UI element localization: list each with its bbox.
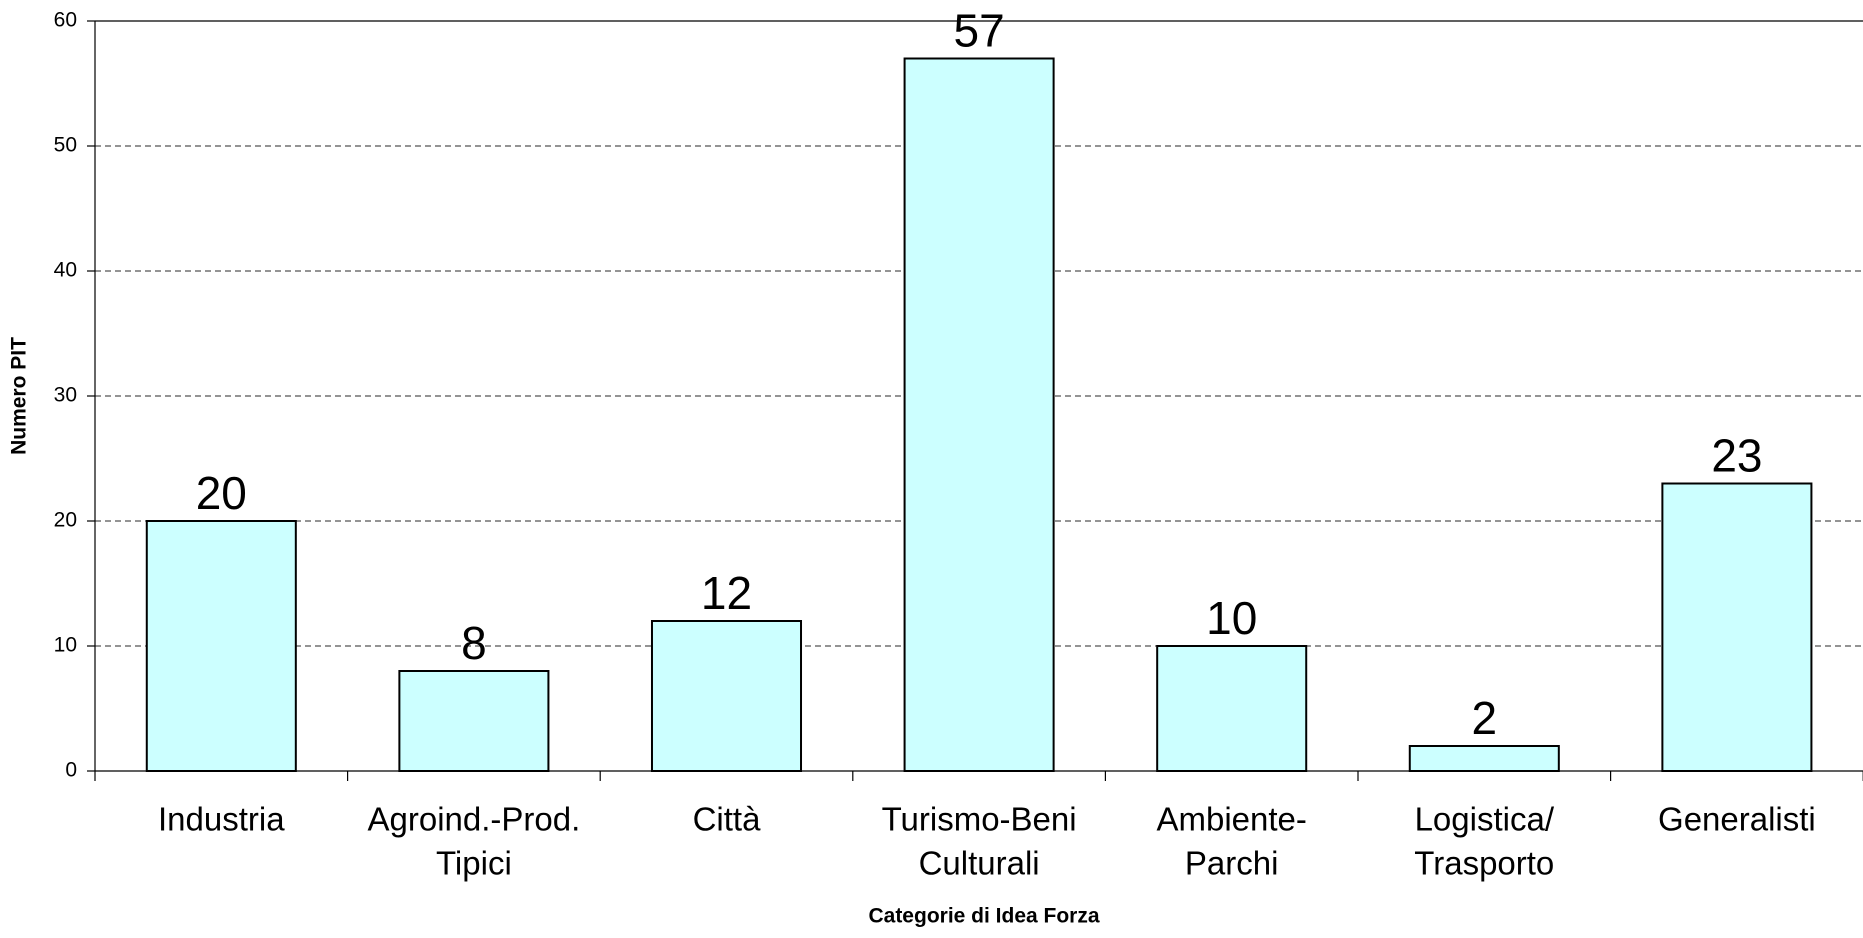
data-label: 57 (954, 5, 1005, 57)
x-tick-label: Parchi (1185, 845, 1279, 882)
y-tick-label: 50 (54, 134, 77, 157)
y-axis-title: Numero PIT (8, 337, 31, 455)
x-tick-label: Logistica/ (1415, 801, 1555, 838)
data-label: 20 (196, 467, 247, 519)
y-tick-label: 0 (65, 759, 77, 782)
y-tick-label: 30 (54, 384, 77, 407)
y-tick-label: 40 (54, 259, 77, 282)
x-tick-label: Generalisti (1658, 801, 1816, 838)
data-label: 12 (701, 567, 752, 619)
x-axis-title: Categorie di Idea Forza (868, 905, 1099, 928)
data-label: 2 (1472, 692, 1498, 744)
y-tick-label: 10 (54, 634, 77, 657)
y-tick-label: 20 (54, 509, 77, 532)
bar (1156, 645, 1308, 772)
x-tick-label: Industria (158, 801, 285, 838)
x-tick-label: Turismo-Beni (882, 801, 1077, 838)
data-label: 23 (1711, 430, 1762, 482)
bar (650, 620, 803, 772)
x-tick-label: Culturali (919, 845, 1040, 882)
x-tick-label: Tipici (436, 845, 512, 882)
bar (1408, 745, 1560, 772)
bar (903, 57, 1055, 772)
data-label: 10 (1206, 592, 1257, 644)
data-label: 8 (461, 617, 487, 669)
bar (398, 670, 550, 772)
x-tick-label: Città (693, 801, 762, 838)
bar (145, 520, 297, 772)
x-tick-label: Ambiente- (1156, 801, 1306, 838)
x-tick-label: Trasporto (1414, 845, 1554, 882)
bar (1661, 482, 1813, 772)
y-tick-label: 60 (54, 9, 77, 32)
x-tick-label: Agroind.-Prod. (368, 801, 581, 838)
